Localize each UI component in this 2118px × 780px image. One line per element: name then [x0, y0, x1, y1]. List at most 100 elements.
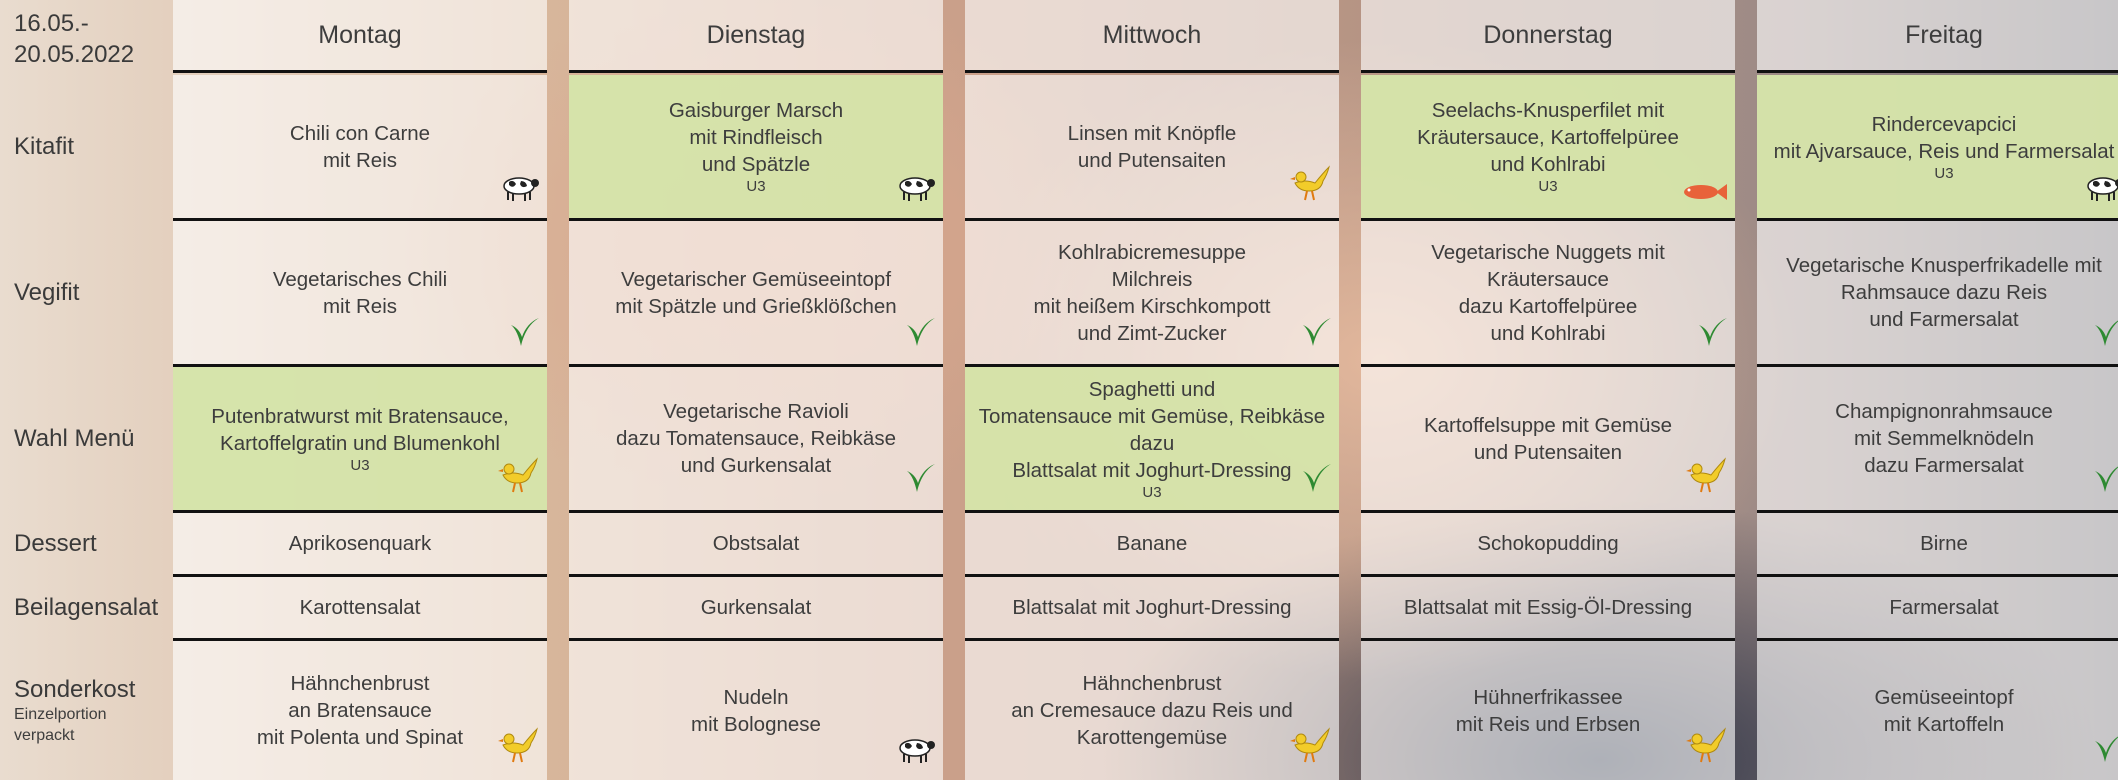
dish-line: Banane — [1116, 532, 1188, 555]
date-line: 20.05.2022 — [14, 41, 135, 68]
cow-icon — [895, 173, 937, 210]
chicken-icon — [1685, 453, 1729, 502]
separator — [1757, 70, 2118, 73]
date-range: 16.05.- 20.05.2022 — [14, 8, 134, 70]
menu-cell: Blattsalat mit Joghurt-Dressing — [965, 577, 1339, 638]
row-sublabel: Einzelportion — [14, 705, 107, 723]
dish-line: Kräutersauce, Kartoffelpüree — [1417, 126, 1679, 149]
dish-line: Rahmsauce dazu Reis — [1840, 281, 2048, 304]
separator — [1757, 510, 2118, 513]
dish-line: Nudeln — [723, 685, 789, 709]
dish-line: Vegetarische Ravioli — [663, 400, 849, 423]
separator — [1361, 70, 1735, 73]
row-label: Wahl Menü — [14, 367, 135, 510]
row-label-text: Dessert — [14, 529, 97, 557]
age-tag: U3 — [1538, 178, 1558, 195]
separator — [1757, 364, 2118, 367]
menu-cell: Birne — [1757, 513, 2118, 574]
separator — [173, 574, 547, 577]
separator — [569, 218, 943, 221]
dish-line: Schokopudding — [1477, 532, 1619, 555]
menu-cell: Spaghetti und Tomatensauce mit Gemüse, Re… — [965, 367, 1339, 510]
dish-line: dazu — [1129, 431, 1175, 455]
dish-line: Blattsalat mit Essig-Öl-Dressing — [1403, 596, 1693, 619]
day-header: Donnerstag — [1361, 0, 1735, 70]
dish-line: Farmersalat — [1889, 596, 1999, 619]
menu-cell: Vegetarische Nuggets mit Kräutersauce dazu… — [1361, 221, 1735, 364]
age-tag: U3 — [1142, 483, 1162, 501]
separator — [965, 218, 1339, 221]
separator — [965, 510, 1339, 513]
dish-line: Seelachs-Knusperfilet mit — [1431, 99, 1665, 122]
cow-icon — [895, 735, 937, 772]
dish-line: Hähnchenbrust — [1082, 672, 1222, 695]
row-label: Dessert — [14, 513, 97, 574]
menu-cell: Blattsalat mit Essig-Öl-Dressing — [1361, 577, 1735, 638]
day-header: Freitag — [1757, 0, 2118, 70]
menu-cell: Gaisburger Marsch mit Rindfleisch und Spät… — [569, 75, 943, 218]
menu-cell: Linsen mit Knöpfle und Putensaiten — [965, 75, 1339, 218]
row-sublabel: verpackt — [14, 726, 75, 744]
menu-cell: Hähnchenbrust an Bratensauce mit Polenta u… — [173, 641, 547, 780]
dish-line: mit Semmelknödeln — [1853, 427, 2034, 450]
row-label: Vegifit — [14, 221, 79, 364]
dish-line: mit Reis und Erbsen — [1455, 712, 1641, 736]
dish-line: und Zimt-Zucker — [1077, 321, 1227, 345]
dish-line: Spaghetti und — [1088, 377, 1216, 401]
menu-cell: Hühnerfrikassee mit Reis und Erbsen — [1361, 641, 1735, 780]
leaf-icon — [1695, 315, 1729, 356]
row-label: Kitafit — [14, 75, 74, 218]
dish-line: Vegetarische Knusperfrikadelle mit — [1786, 254, 2102, 277]
dish-line: Vegetarisches Chili — [272, 267, 448, 291]
menu-cell: Chili con Carne mit Reis — [173, 75, 547, 218]
dish-line: mit heißem Kirschkompott — [1033, 294, 1271, 318]
dish-line: Vegetarische Nuggets mit — [1431, 240, 1665, 264]
separator — [1361, 510, 1735, 513]
chicken-icon — [1289, 161, 1333, 210]
cow-icon — [2083, 173, 2118, 210]
separator — [569, 364, 943, 367]
separator — [173, 638, 547, 641]
dish-line: Putenbratwurst mit Bratensauce, — [211, 404, 509, 428]
dish-line: Karottensalat — [299, 596, 421, 619]
dish-line: mit Ajvarsauce, Reis und Farmersalat — [1773, 139, 2115, 163]
menu-cell: Putenbratwurst mit Bratensauce, Kartoffel… — [173, 367, 547, 510]
dish-line: und Putensaiten — [1473, 440, 1623, 464]
separator — [173, 218, 547, 221]
separator — [173, 70, 547, 73]
age-tag: U3 — [746, 178, 766, 195]
dish-line: Kohlrabicremesuppe — [1057, 240, 1247, 264]
dish-line: und Farmersalat — [1869, 308, 2019, 331]
dish-line: Milchreis — [1111, 267, 1193, 291]
leaf-icon — [2091, 731, 2118, 772]
row-label-text: Sonderkost — [14, 675, 136, 703]
menu-cell: Karottensalat — [173, 577, 547, 638]
separator — [569, 510, 943, 513]
separator — [569, 638, 943, 641]
separator — [173, 510, 547, 513]
dish-line: Kartoffelsuppe mit Gemüse — [1423, 413, 1673, 437]
dish-line: dazu Tomatensauce, Reibkäse — [616, 427, 896, 450]
separator — [965, 574, 1339, 577]
age-tag: U3 — [1934, 164, 1954, 182]
menu-cell: Champignonrahmsauce mit Semmelknödeln dazu… — [1757, 367, 2118, 510]
chicken-icon — [1685, 723, 1729, 772]
dish-line: Hähnchenbrust — [290, 672, 430, 695]
row-label: Beilagensalat — [14, 577, 158, 638]
menu-cell: Hähnchenbrust an Cremesauce dazu Reis und… — [965, 641, 1339, 780]
leaf-icon — [903, 315, 937, 356]
separator — [965, 364, 1339, 367]
dish-line: und Kohlrabi — [1490, 321, 1606, 345]
separator — [1361, 638, 1735, 641]
separator — [1757, 638, 2118, 641]
dish-line: Kräutersauce — [1487, 267, 1609, 291]
separator — [1757, 574, 2118, 577]
dish-line: Gemüseeintopf — [1874, 685, 2014, 709]
dish-line: mit Rindfleisch — [689, 126, 823, 149]
dish-line: Champignonrahmsauce — [1835, 400, 2053, 423]
menu-cell: Farmersalat — [1757, 577, 2118, 638]
dish-line: Aprikosenquark — [288, 532, 432, 555]
menu-cell: Vegetarische Ravioli dazu Tomatensauce, R… — [569, 367, 943, 510]
dish-line: Gaisburger Marsch — [668, 99, 844, 122]
